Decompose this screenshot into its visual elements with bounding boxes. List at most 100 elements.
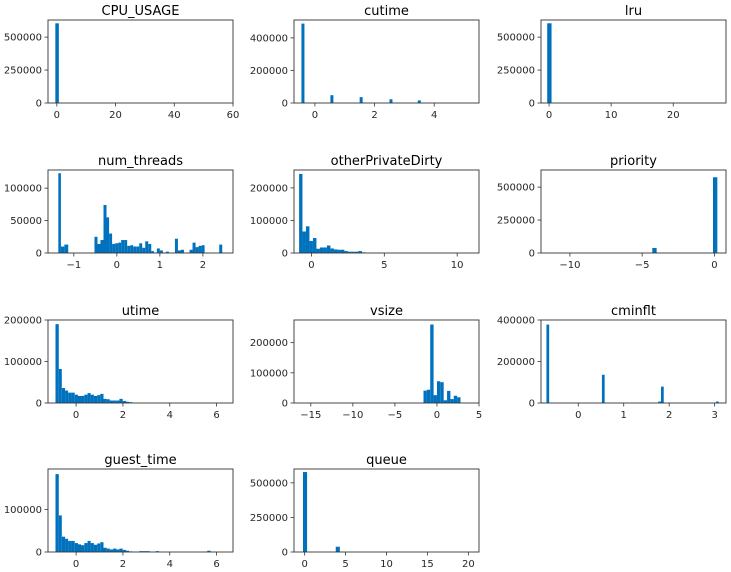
subplot-vsize: vsize −15 −10 −5 0 5 0 100000 200000 (250, 304, 482, 421)
x-tick-label: 2 (371, 110, 377, 121)
x-tick-label: 20 (109, 110, 122, 121)
subplot-utime: utime 0 2 4 6 0 100000 200000 (4, 304, 234, 421)
y-tick-label: 0 (282, 399, 288, 410)
subplot-title: lru (625, 4, 642, 19)
histogram-bar (344, 251, 348, 253)
histogram-bar (433, 395, 437, 403)
histogram-bar (443, 400, 448, 403)
histogram-bar (90, 394, 94, 403)
histogram-bar (58, 368, 62, 403)
histogram-bar (74, 394, 78, 403)
histogram-bar (136, 246, 140, 253)
histogram-bar (323, 247, 327, 253)
histogram-bar (64, 244, 69, 253)
y-tick-label: 500000 (497, 33, 535, 44)
histogram-bar (359, 97, 363, 103)
histogram-bar (90, 543, 94, 552)
histogram-bar (106, 399, 110, 403)
histogram-bar (299, 173, 303, 253)
y-tick-label: 100000 (4, 357, 42, 368)
histogram-bar (94, 236, 98, 253)
histogram-bar (546, 324, 550, 403)
y-tick-label: 200000 (497, 357, 535, 368)
histogram-bar (97, 395, 101, 403)
x-tick-label: 2 (666, 410, 672, 421)
axes-frame (47, 19, 234, 104)
histogram-bar (100, 393, 104, 403)
x-tick-label: 15 (421, 559, 434, 570)
histogram-bar (219, 244, 223, 253)
histogram-bar (113, 548, 117, 552)
x-tick-label: 0 (73, 559, 79, 570)
y-tick-label: 200000 (4, 316, 42, 327)
histogram-bar (347, 251, 352, 253)
x-tick-label: 0 (54, 110, 60, 121)
histogram-bar (109, 400, 114, 403)
histogram-bar (71, 392, 75, 404)
histogram-bar (354, 251, 359, 253)
histogram-bar (207, 550, 211, 552)
histogram-bar (139, 243, 143, 253)
histogram-bar (389, 99, 393, 103)
x-tick-label: 0 (308, 260, 314, 271)
subplot-num-threads: num_threads −1 0 1 2 0 50000 100000 (4, 154, 234, 271)
histogram-bar (124, 240, 128, 253)
histogram-bar (55, 324, 59, 403)
y-tick-label: 0 (36, 399, 42, 410)
y-tick-label: 400000 (250, 33, 288, 44)
y-tick-label: 0 (282, 249, 288, 260)
histogram-bar (127, 245, 131, 253)
subplot-cpu-usage: CPU_USAGE 0 20 40 60 0 250000 500000 (4, 4, 240, 121)
histogram-bar (453, 395, 458, 403)
subplot-title: CPU_USAGE (102, 4, 180, 19)
histogram-bar (305, 226, 310, 253)
y-tick-label: 0 (36, 249, 42, 260)
y-tick-label: 100000 (4, 184, 42, 195)
histogram-bar (301, 23, 305, 103)
y-tick-label: 100000 (250, 216, 288, 227)
histogram-bar (312, 238, 317, 253)
y-tick-label: 400000 (497, 316, 535, 327)
histogram-bar (130, 245, 134, 253)
histogram-bar (201, 245, 205, 253)
histogram-bar (84, 543, 88, 552)
axes-frame (540, 169, 727, 254)
histogram-bar (337, 249, 341, 253)
histogram-bar (319, 247, 324, 253)
y-tick-label: 500000 (497, 183, 535, 194)
subplot-title: otherPrivateDirty (331, 154, 443, 169)
histogram-bar (74, 543, 78, 552)
histogram-bar (93, 395, 98, 403)
histogram-bar (447, 390, 451, 403)
histogram-bar (58, 173, 61, 253)
histogram-bar (103, 205, 107, 253)
x-tick-label: 6 (213, 559, 219, 570)
subplot-title: num_threads (98, 154, 183, 169)
subplot-title: cutime (364, 4, 409, 19)
histogram-bar (61, 536, 66, 552)
histogram-bar (333, 249, 338, 253)
axes-frame (540, 319, 727, 404)
histogram-bar (71, 540, 75, 552)
histogram-bar (55, 23, 59, 103)
histogram-bar (457, 397, 461, 403)
subplot-title: priority (610, 154, 657, 169)
x-tick-label: 0 (73, 410, 79, 421)
histogram-bar (122, 549, 126, 552)
subplot-title: vsize (370, 304, 403, 319)
y-tick-label: 250000 (250, 513, 288, 524)
subplot-queue: queue 0 5 10 15 20 0 250000 500000 (250, 453, 480, 570)
y-tick-label: 0 (36, 548, 42, 559)
subplot-lru: lru 0 10 20 0 250000 500000 (497, 4, 727, 121)
histogram-bar (61, 388, 66, 403)
histogram-bar (661, 386, 664, 403)
histogram-bar (303, 472, 308, 552)
histogram-bar (125, 401, 130, 403)
histogram-bar (601, 374, 605, 403)
histogram-bar (326, 245, 331, 253)
histogram-bar (112, 243, 116, 253)
x-tick-label: 4 (167, 559, 173, 570)
histogram-bar (106, 217, 110, 253)
x-tick-label: 6 (213, 410, 219, 421)
y-tick-label: 250000 (4, 66, 42, 77)
